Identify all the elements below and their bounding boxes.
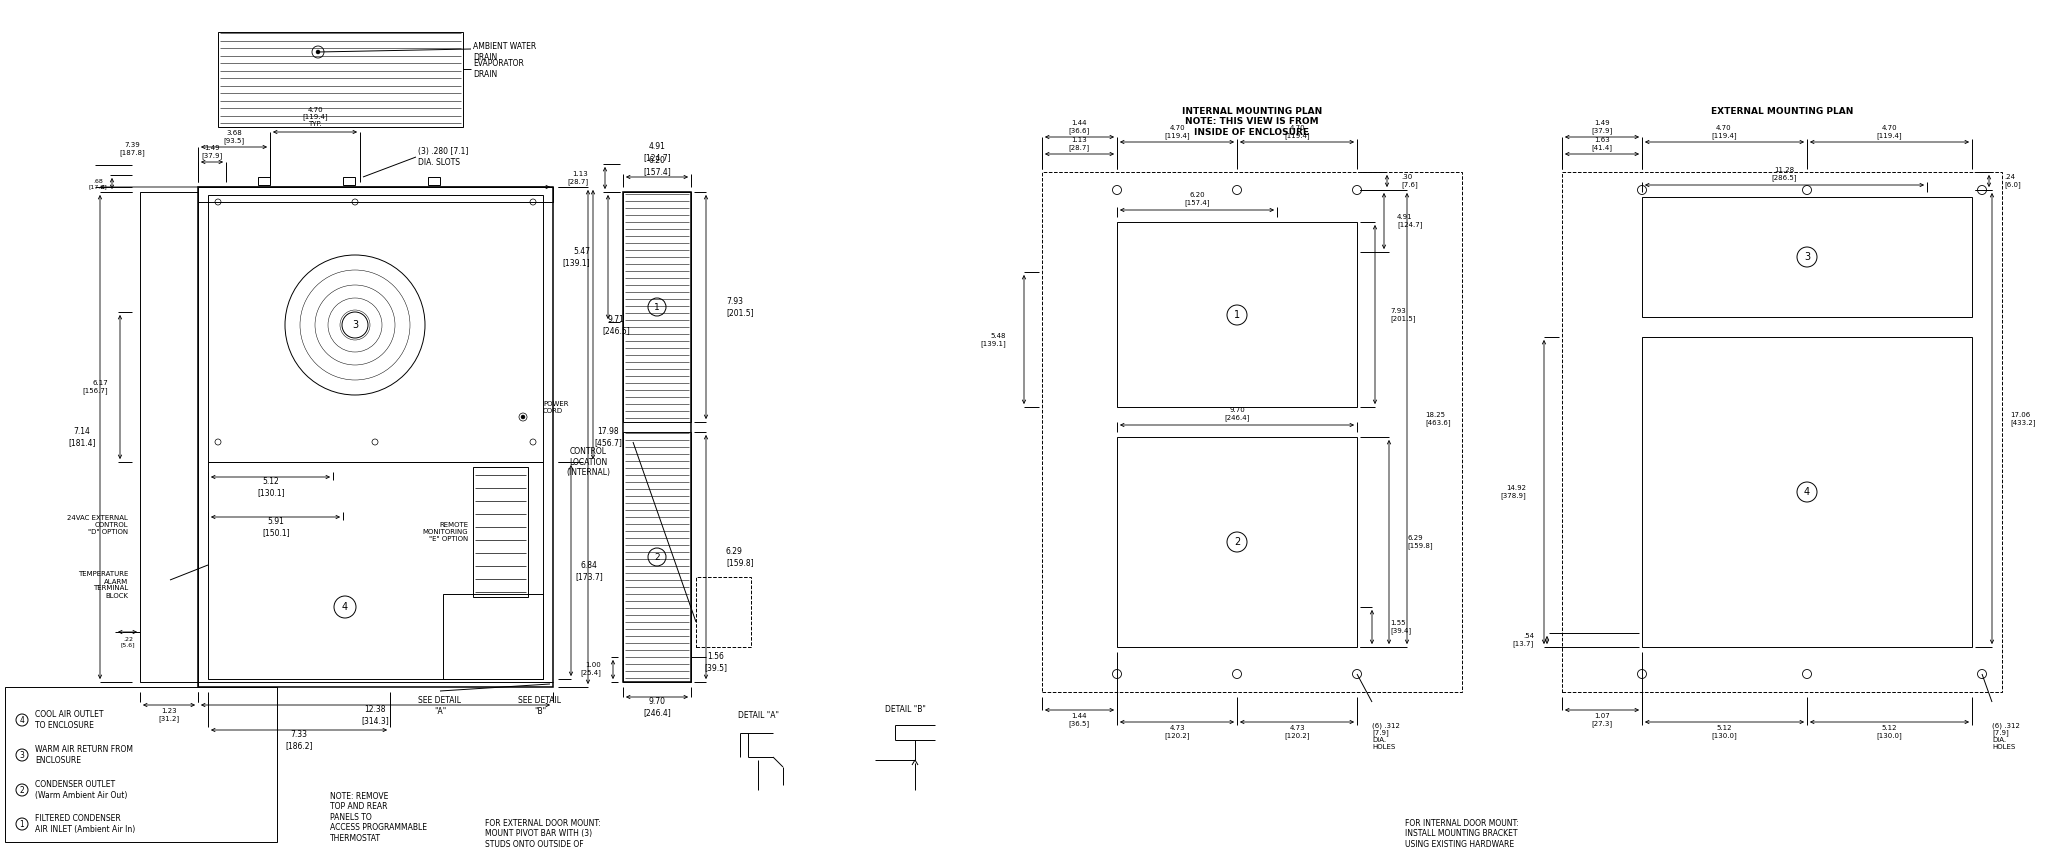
Bar (217, 32, 463, 127)
Text: 18.25
[463.6]: 18.25 [463.6] (1425, 412, 1450, 426)
Text: 7.33
[186.2]: 7.33 [186.2] (285, 730, 313, 750)
Text: 1.23
[31.2]: 1.23 [31.2] (158, 708, 180, 722)
Text: 1: 1 (20, 820, 25, 828)
Text: .54
[13.7]: .54 [13.7] (1513, 633, 1534, 647)
Text: 4.70
[119.4]: 4.70 [119.4] (1876, 125, 1903, 139)
Text: 1.55
[39.4]: 1.55 [39.4] (1391, 620, 1411, 634)
Text: 3.68
[93.5]: 3.68 [93.5] (223, 130, 244, 144)
Text: 4.91
[124.7]: 4.91 [124.7] (643, 142, 672, 162)
Text: 6.29
[159.8]: 6.29 [159.8] (1407, 535, 1434, 549)
Bar (623, 192, 690, 422)
Text: 6.84
[173.7]: 6.84 [173.7] (575, 562, 602, 581)
Text: AMBIENT WATER
DRAIN: AMBIENT WATER DRAIN (473, 42, 537, 62)
Bar (1116, 222, 1358, 407)
Text: 11.28
[286.5]: 11.28 [286.5] (1772, 167, 1796, 181)
Text: FOR INTERNAL DOOR MOUNT:
INSTALL MOUNTING BRACKET
USING EXISTING HARDWARE
ON UNI: FOR INTERNAL DOOR MOUNT: INSTALL MOUNTIN… (1405, 819, 1520, 847)
Text: 1.13
[28.7]: 1.13 [28.7] (1069, 137, 1090, 151)
Text: POWER
CORD: POWER CORD (543, 401, 569, 413)
Bar (209, 195, 543, 462)
Text: 1: 1 (1235, 310, 1239, 320)
Text: 5.47
[139.1]: 5.47 [139.1] (563, 247, 590, 267)
Text: 2: 2 (1233, 537, 1241, 547)
Text: 6.20
[157.4]: 6.20 [157.4] (643, 157, 672, 175)
Text: 7.39
[187.8]: 7.39 [187.8] (119, 142, 145, 156)
Text: 4: 4 (20, 716, 25, 724)
Text: 1.44
[36.6]: 1.44 [36.6] (1069, 120, 1090, 134)
Bar (1642, 197, 1972, 317)
Text: (3) .280 [7.1]
DIA. SLOTS: (3) .280 [7.1] DIA. SLOTS (418, 147, 469, 167)
Text: CONTROL
LOCATION
(INTERNAL): CONTROL LOCATION (INTERNAL) (565, 447, 610, 477)
Bar (258, 177, 270, 185)
Bar (342, 177, 354, 185)
Text: 4.70
[119.4]: 4.70 [119.4] (1284, 125, 1311, 139)
Text: .68
[17.2]: .68 [17.2] (88, 179, 106, 190)
Bar (199, 187, 553, 202)
Text: WARM AIR RETURN FROM
ENCLOSURE: WARM AIR RETURN FROM ENCLOSURE (35, 745, 133, 765)
Text: .24
[6.0]: .24 [6.0] (2005, 174, 2021, 188)
Text: 6.20
[157.4]: 6.20 [157.4] (1184, 192, 1210, 206)
Text: 5.12
[130.1]: 5.12 [130.1] (258, 478, 285, 496)
Text: 4.70
[119.4]: 4.70 [119.4] (1163, 125, 1190, 139)
Text: 7.93
[201.5]: 7.93 [201.5] (725, 297, 754, 317)
Text: 17.98
[456.7]: 17.98 [456.7] (594, 427, 623, 446)
Bar (1563, 172, 2003, 692)
Bar (473, 467, 528, 597)
Text: 6.29
[159.8]: 6.29 [159.8] (725, 547, 754, 567)
Text: 24VAC EXTERNAL
CONTROL
"D" OPTION: 24VAC EXTERNAL CONTROL "D" OPTION (68, 515, 127, 535)
Bar (442, 594, 543, 679)
Text: 3: 3 (20, 750, 25, 760)
Text: 4: 4 (1804, 487, 1810, 497)
Text: .30
[7.6]: .30 [7.6] (1401, 174, 1417, 188)
Text: EVAPORATOR
DRAIN: EVAPORATOR DRAIN (473, 59, 524, 79)
Text: 4: 4 (342, 602, 348, 612)
Bar (696, 577, 752, 647)
Text: 7.93
[201.5]: 7.93 [201.5] (1391, 308, 1415, 322)
Bar (1116, 437, 1358, 647)
Text: 2: 2 (653, 552, 659, 562)
Text: 2: 2 (20, 785, 25, 794)
Text: 3: 3 (352, 320, 358, 330)
Text: DETAIL "B": DETAIL "B" (885, 706, 926, 715)
Text: 1.49
[37.9]: 1.49 [37.9] (201, 145, 223, 159)
Text: 7.14
[181.4]: 7.14 [181.4] (68, 427, 96, 446)
Text: 5.12
[130.0]: 5.12 [130.0] (1712, 725, 1737, 739)
Text: 1.63
[41.4]: 1.63 [41.4] (1591, 137, 1612, 151)
Text: FILTERED CONDENSER
AIR INLET (Ambient Air In): FILTERED CONDENSER AIR INLET (Ambient Ai… (35, 814, 135, 834)
Text: TEMPERATURE
ALARM
TERMINAL
BLOCK: TEMPERATURE ALARM TERMINAL BLOCK (78, 572, 127, 599)
Text: 1.56
[39.5]: 1.56 [39.5] (705, 652, 727, 672)
Text: 4.70
[119.4]: 4.70 [119.4] (1712, 125, 1737, 139)
Bar (209, 462, 543, 679)
Text: SEE DETAIL
"B": SEE DETAIL "B" (518, 696, 561, 716)
Bar (4, 687, 276, 842)
Text: SEE DETAIL
"A": SEE DETAIL "A" (418, 696, 461, 716)
Text: FOR EXTERNAL DOOR MOUNT:
MOUNT PIVOT BAR WITH (3)
STUDS ONTO OUTSIDE OF
ENCLOSUR: FOR EXTERNAL DOOR MOUNT: MOUNT PIVOT BAR… (485, 819, 600, 847)
Text: 9.71
[246.5]: 9.71 [246.5] (602, 315, 631, 335)
Text: 4.73
[120.2]: 4.73 [120.2] (1163, 725, 1190, 739)
Text: 4.70
[119.4]
TYP.: 4.70 [119.4] TYP. (303, 107, 328, 127)
Bar (623, 192, 690, 682)
Circle shape (520, 415, 524, 419)
Text: COOL AIR OUTLET
TO ENCLOSURE: COOL AIR OUTLET TO ENCLOSURE (35, 710, 104, 730)
Text: EXTERNAL MOUNTING PLAN: EXTERNAL MOUNTING PLAN (1710, 107, 1853, 116)
Text: 1.49
[37.9]: 1.49 [37.9] (1591, 120, 1612, 134)
Text: .22
[5.6]: .22 [5.6] (121, 637, 135, 647)
Text: 5.91
[150.1]: 5.91 [150.1] (262, 518, 291, 537)
Text: NOTE: REMOVE
TOP AND REAR
PANELS TO
ACCESS PROGRAMMABLE
THERMOSTAT: NOTE: REMOVE TOP AND REAR PANELS TO ACCE… (330, 792, 426, 843)
Text: 1.44
[36.5]: 1.44 [36.5] (1069, 713, 1090, 727)
Bar (623, 432, 690, 682)
Bar (139, 192, 199, 682)
Bar (428, 177, 440, 185)
Text: 17.06
[433.2]: 17.06 [433.2] (2009, 412, 2036, 426)
Bar (199, 187, 553, 687)
Text: 5.48
[139.1]: 5.48 [139.1] (981, 333, 1006, 347)
Text: 3: 3 (1804, 252, 1810, 262)
Text: 5.12
[130.0]: 5.12 [130.0] (1876, 725, 1903, 739)
Text: 4.73
[120.2]: 4.73 [120.2] (1284, 725, 1311, 739)
Text: CONDENSER OUTLET
(Warm Ambient Air Out): CONDENSER OUTLET (Warm Ambient Air Out) (35, 780, 127, 800)
Text: (6) .312
[7.9]
DIA.
HOLES: (6) .312 [7.9] DIA. HOLES (1372, 722, 1401, 750)
Text: DETAIL "A": DETAIL "A" (737, 711, 778, 719)
Text: INTERNAL MOUNTING PLAN
NOTE: THIS VIEW IS FROM
INSIDE OF ENCLOSURE: INTERNAL MOUNTING PLAN NOTE: THIS VIEW I… (1182, 107, 1323, 137)
Text: 12.38
[314.3]: 12.38 [314.3] (360, 706, 389, 725)
Text: REMOTE
MONITORING
"E" OPTION: REMOTE MONITORING "E" OPTION (422, 522, 469, 542)
Text: 9.70
[246.4]: 9.70 [246.4] (643, 697, 672, 717)
